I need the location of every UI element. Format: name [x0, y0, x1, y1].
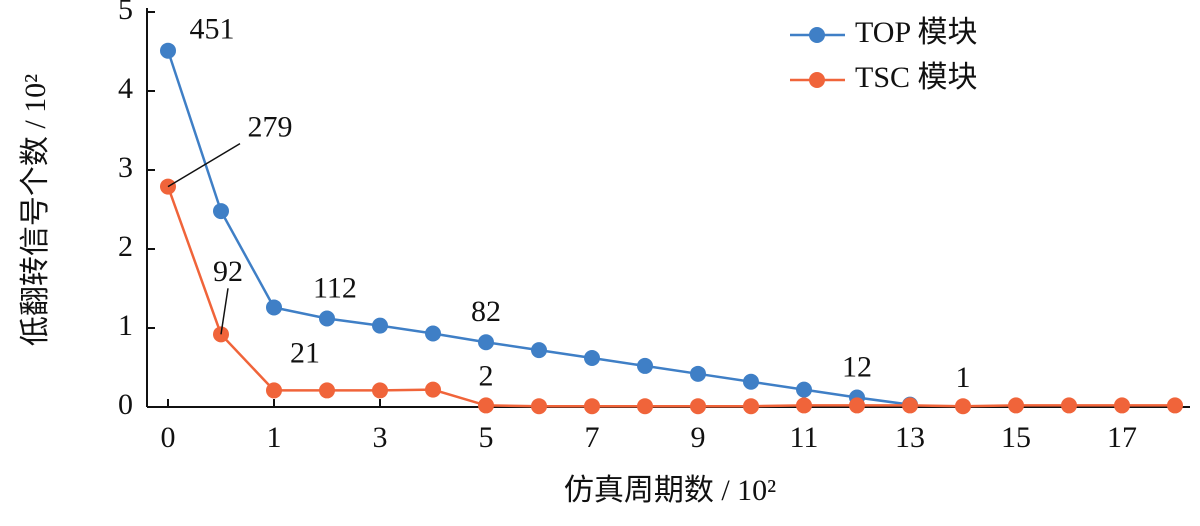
- y-tick-label: 0: [118, 388, 133, 421]
- data-label: 82: [471, 295, 501, 328]
- data-label: 1: [956, 361, 971, 394]
- x-tick-label: 3: [373, 421, 388, 454]
- point: [1167, 397, 1183, 414]
- point: [372, 382, 388, 399]
- point: [531, 398, 547, 415]
- point: [796, 381, 812, 398]
- x-tick-label: 5: [479, 421, 494, 454]
- data-label: 2: [479, 359, 494, 392]
- x-tick-label: 1: [267, 421, 282, 454]
- y-tick-label: 5: [118, 0, 133, 26]
- point: [213, 203, 229, 220]
- point: [584, 398, 600, 415]
- point: [478, 397, 494, 414]
- point: [266, 382, 282, 399]
- series-line: [166, 186, 1175, 408]
- legend-marker: [809, 72, 825, 88]
- legend-marker: [809, 27, 825, 43]
- x-tick-label: 17: [1107, 421, 1137, 454]
- legend-label: TOP 模块: [855, 16, 978, 49]
- point: [531, 342, 547, 359]
- data-label: 112: [313, 271, 357, 304]
- point: [372, 317, 388, 334]
- data-label: 279: [248, 110, 293, 143]
- y-tick-label: 1: [118, 309, 133, 342]
- point: [425, 381, 441, 398]
- leader-line: [220, 288, 229, 335]
- point: [690, 365, 706, 382]
- point: [266, 299, 282, 316]
- leader-line: [167, 142, 241, 188]
- point: [584, 350, 600, 367]
- point: [425, 325, 441, 342]
- data-label: 451: [190, 13, 235, 46]
- point: [637, 357, 653, 374]
- y-tick-label: 3: [118, 151, 133, 184]
- legend-label: TSC 模块: [855, 61, 978, 94]
- point: [1008, 397, 1024, 414]
- point: [902, 397, 918, 414]
- point: [849, 397, 865, 414]
- point: [796, 397, 812, 414]
- point: [319, 310, 335, 327]
- point: [1061, 397, 1077, 414]
- y-tick-label: 2: [118, 230, 133, 263]
- x-tick-label: 7: [585, 421, 600, 454]
- data-label: 92: [213, 255, 243, 288]
- x-axis-title: 仿真周期数 / 10²: [564, 474, 776, 507]
- x-tick-label: 0: [161, 421, 176, 454]
- point: [160, 42, 176, 59]
- point: [1114, 397, 1130, 414]
- point: [637, 398, 653, 415]
- x-tick-label: 9: [691, 421, 706, 454]
- point: [743, 398, 759, 415]
- point: [478, 334, 494, 351]
- x-tick-label: 13: [895, 421, 925, 454]
- x-tick-label: 15: [1001, 421, 1031, 454]
- point: [319, 382, 335, 399]
- y-axis-title: 低翻转信号个数 / 10²: [19, 74, 52, 346]
- point: [955, 398, 971, 415]
- point: [743, 373, 759, 390]
- point: [690, 398, 706, 415]
- data-label: 21: [290, 336, 320, 369]
- x-tick-label: 11: [790, 421, 819, 454]
- data-label: 12: [842, 350, 872, 383]
- y-tick-label: 4: [118, 72, 133, 105]
